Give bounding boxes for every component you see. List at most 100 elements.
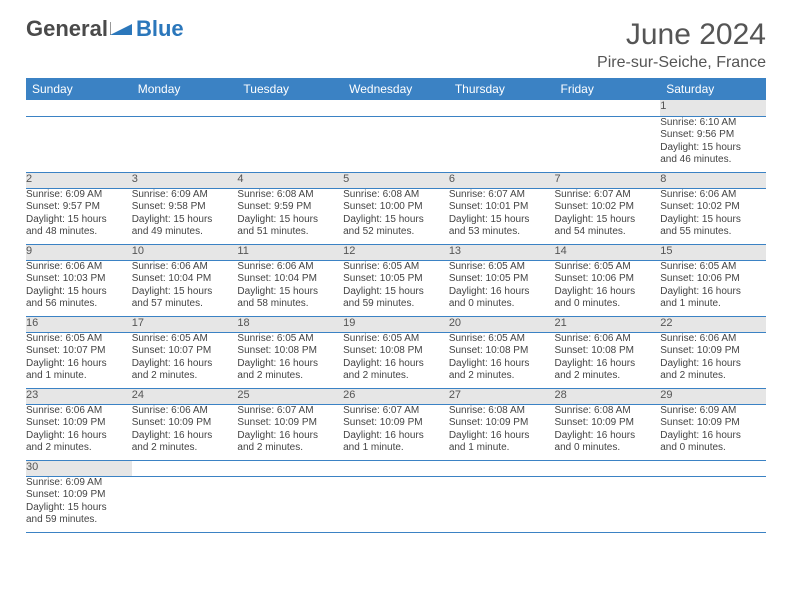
location-title: Pire-sur-Seiche, France [597, 54, 766, 72]
day-number-cell: 11 [237, 244, 343, 260]
daynum-row: 30 [26, 460, 766, 476]
day-dl1: Daylight: 16 hours [26, 358, 132, 371]
day-detail-cell: Sunrise: 6:05 AMSunset: 10:05 PMDaylight… [343, 260, 449, 316]
detail-row: Sunrise: 6:06 AMSunset: 10:09 PMDaylight… [26, 404, 766, 460]
day-number-cell: 16 [26, 316, 132, 332]
day-dl2: and 59 minutes. [26, 514, 132, 527]
day-sr: Sunrise: 6:09 AM [26, 477, 132, 490]
day-detail-cell: Sunrise: 6:05 AMSunset: 10:08 PMDaylight… [343, 332, 449, 388]
day-sr: Sunrise: 6:06 AM [132, 261, 238, 274]
day-sr: Sunrise: 6:08 AM [343, 189, 449, 202]
day-dl2: and 46 minutes. [660, 154, 766, 167]
day-sr: Sunrise: 6:08 AM [555, 405, 661, 418]
day-detail-cell [343, 116, 449, 172]
day-dl1: Daylight: 15 hours [555, 214, 661, 227]
day-number-cell: 15 [660, 244, 766, 260]
day-dl2: and 55 minutes. [660, 226, 766, 239]
day-number-cell: 26 [343, 388, 449, 404]
day-sr: Sunrise: 6:07 AM [237, 405, 343, 418]
day-detail-cell: Sunrise: 6:06 AMSunset: 10:02 PMDaylight… [660, 188, 766, 244]
day-ss: Sunset: 9:56 PM [660, 129, 766, 142]
day-dl2: and 56 minutes. [26, 298, 132, 311]
daynum-row: 16171819202122 [26, 316, 766, 332]
day-detail-cell [555, 476, 661, 532]
day-detail-cell: Sunrise: 6:05 AMSunset: 10:07 PMDaylight… [26, 332, 132, 388]
title-block: June 2024 Pire-sur-Seiche, France [597, 18, 766, 72]
day-dl2: and 2 minutes. [237, 370, 343, 383]
day-dl2: and 1 minute. [449, 442, 555, 455]
day-number-cell: 21 [555, 316, 661, 332]
day-detail-cell: Sunrise: 6:07 AMSunset: 10:02 PMDaylight… [555, 188, 661, 244]
day-dl1: Daylight: 15 hours [660, 142, 766, 155]
day-dl2: and 0 minutes. [555, 298, 661, 311]
day-detail-cell: Sunrise: 6:09 AMSunset: 9:58 PMDaylight:… [132, 188, 238, 244]
day-detail-cell: Sunrise: 6:07 AMSunset: 10:01 PMDaylight… [449, 188, 555, 244]
day-sr: Sunrise: 6:08 AM [237, 189, 343, 202]
day-sr: Sunrise: 6:06 AM [660, 189, 766, 202]
day-dl1: Daylight: 15 hours [660, 214, 766, 227]
day-detail-cell [237, 116, 343, 172]
day-number-cell [237, 100, 343, 116]
day-ss: Sunset: 10:04 PM [237, 273, 343, 286]
day-number-cell: 4 [237, 172, 343, 188]
day-dl1: Daylight: 16 hours [237, 358, 343, 371]
day-ss: Sunset: 10:02 PM [660, 201, 766, 214]
day-sr: Sunrise: 6:09 AM [660, 405, 766, 418]
day-sr: Sunrise: 6:06 AM [660, 333, 766, 346]
day-dl2: and 51 minutes. [237, 226, 343, 239]
day-number-cell [26, 100, 132, 116]
day-detail-cell [343, 476, 449, 532]
day-dl2: and 0 minutes. [449, 298, 555, 311]
day-number-cell: 5 [343, 172, 449, 188]
day-ss: Sunset: 10:03 PM [26, 273, 132, 286]
calendar-page: General Blue June 2024 Pire-sur-Seiche, … [0, 0, 792, 543]
day-detail-cell: Sunrise: 6:05 AMSunset: 10:08 PMDaylight… [237, 332, 343, 388]
day-number-cell [132, 460, 238, 476]
logo-text-2: Blue [136, 18, 184, 40]
day-sr: Sunrise: 6:05 AM [449, 261, 555, 274]
detail-row: Sunrise: 6:10 AMSunset: 9:56 PMDaylight:… [26, 116, 766, 172]
day-detail-cell [132, 476, 238, 532]
day-dl1: Daylight: 16 hours [660, 430, 766, 443]
day-detail-cell: Sunrise: 6:05 AMSunset: 10:07 PMDaylight… [132, 332, 238, 388]
day-sr: Sunrise: 6:05 AM [555, 261, 661, 274]
day-dl1: Daylight: 15 hours [26, 502, 132, 515]
day-dl2: and 2 minutes. [237, 442, 343, 455]
day-dl2: and 0 minutes. [660, 442, 766, 455]
daynum-row: 1 [26, 100, 766, 116]
day-sr: Sunrise: 6:05 AM [449, 333, 555, 346]
day-number-cell: 29 [660, 388, 766, 404]
weekday-header: Saturday [660, 78, 766, 100]
day-number-cell: 24 [132, 388, 238, 404]
day-detail-cell [26, 116, 132, 172]
day-detail-cell: Sunrise: 6:05 AMSunset: 10:06 PMDaylight… [660, 260, 766, 316]
day-ss: Sunset: 10:04 PM [132, 273, 238, 286]
day-dl2: and 54 minutes. [555, 226, 661, 239]
day-number-cell: 17 [132, 316, 238, 332]
day-number-cell: 25 [237, 388, 343, 404]
day-ss: Sunset: 10:08 PM [449, 345, 555, 358]
day-dl1: Daylight: 16 hours [237, 430, 343, 443]
day-detail-cell: Sunrise: 6:06 AMSunset: 10:08 PMDaylight… [555, 332, 661, 388]
day-ss: Sunset: 10:08 PM [555, 345, 661, 358]
daynum-row: 23242526272829 [26, 388, 766, 404]
day-ss: Sunset: 10:08 PM [237, 345, 343, 358]
day-sr: Sunrise: 6:06 AM [26, 405, 132, 418]
day-dl2: and 1 minute. [343, 442, 449, 455]
day-dl1: Daylight: 16 hours [660, 286, 766, 299]
day-number-cell: 23 [26, 388, 132, 404]
day-ss: Sunset: 9:57 PM [26, 201, 132, 214]
day-ss: Sunset: 10:09 PM [660, 345, 766, 358]
day-detail-cell: Sunrise: 6:07 AMSunset: 10:09 PMDaylight… [237, 404, 343, 460]
daynum-row: 2345678 [26, 172, 766, 188]
day-ss: Sunset: 10:06 PM [555, 273, 661, 286]
day-detail-cell: Sunrise: 6:06 AMSunset: 10:09 PMDaylight… [660, 332, 766, 388]
day-dl1: Daylight: 16 hours [449, 358, 555, 371]
day-ss: Sunset: 10:00 PM [343, 201, 449, 214]
day-ss: Sunset: 9:59 PM [237, 201, 343, 214]
day-detail-cell: Sunrise: 6:07 AMSunset: 10:09 PMDaylight… [343, 404, 449, 460]
day-number-cell: 7 [555, 172, 661, 188]
day-sr: Sunrise: 6:06 AM [237, 261, 343, 274]
day-dl2: and 59 minutes. [343, 298, 449, 311]
detail-row: Sunrise: 6:06 AMSunset: 10:03 PMDaylight… [26, 260, 766, 316]
